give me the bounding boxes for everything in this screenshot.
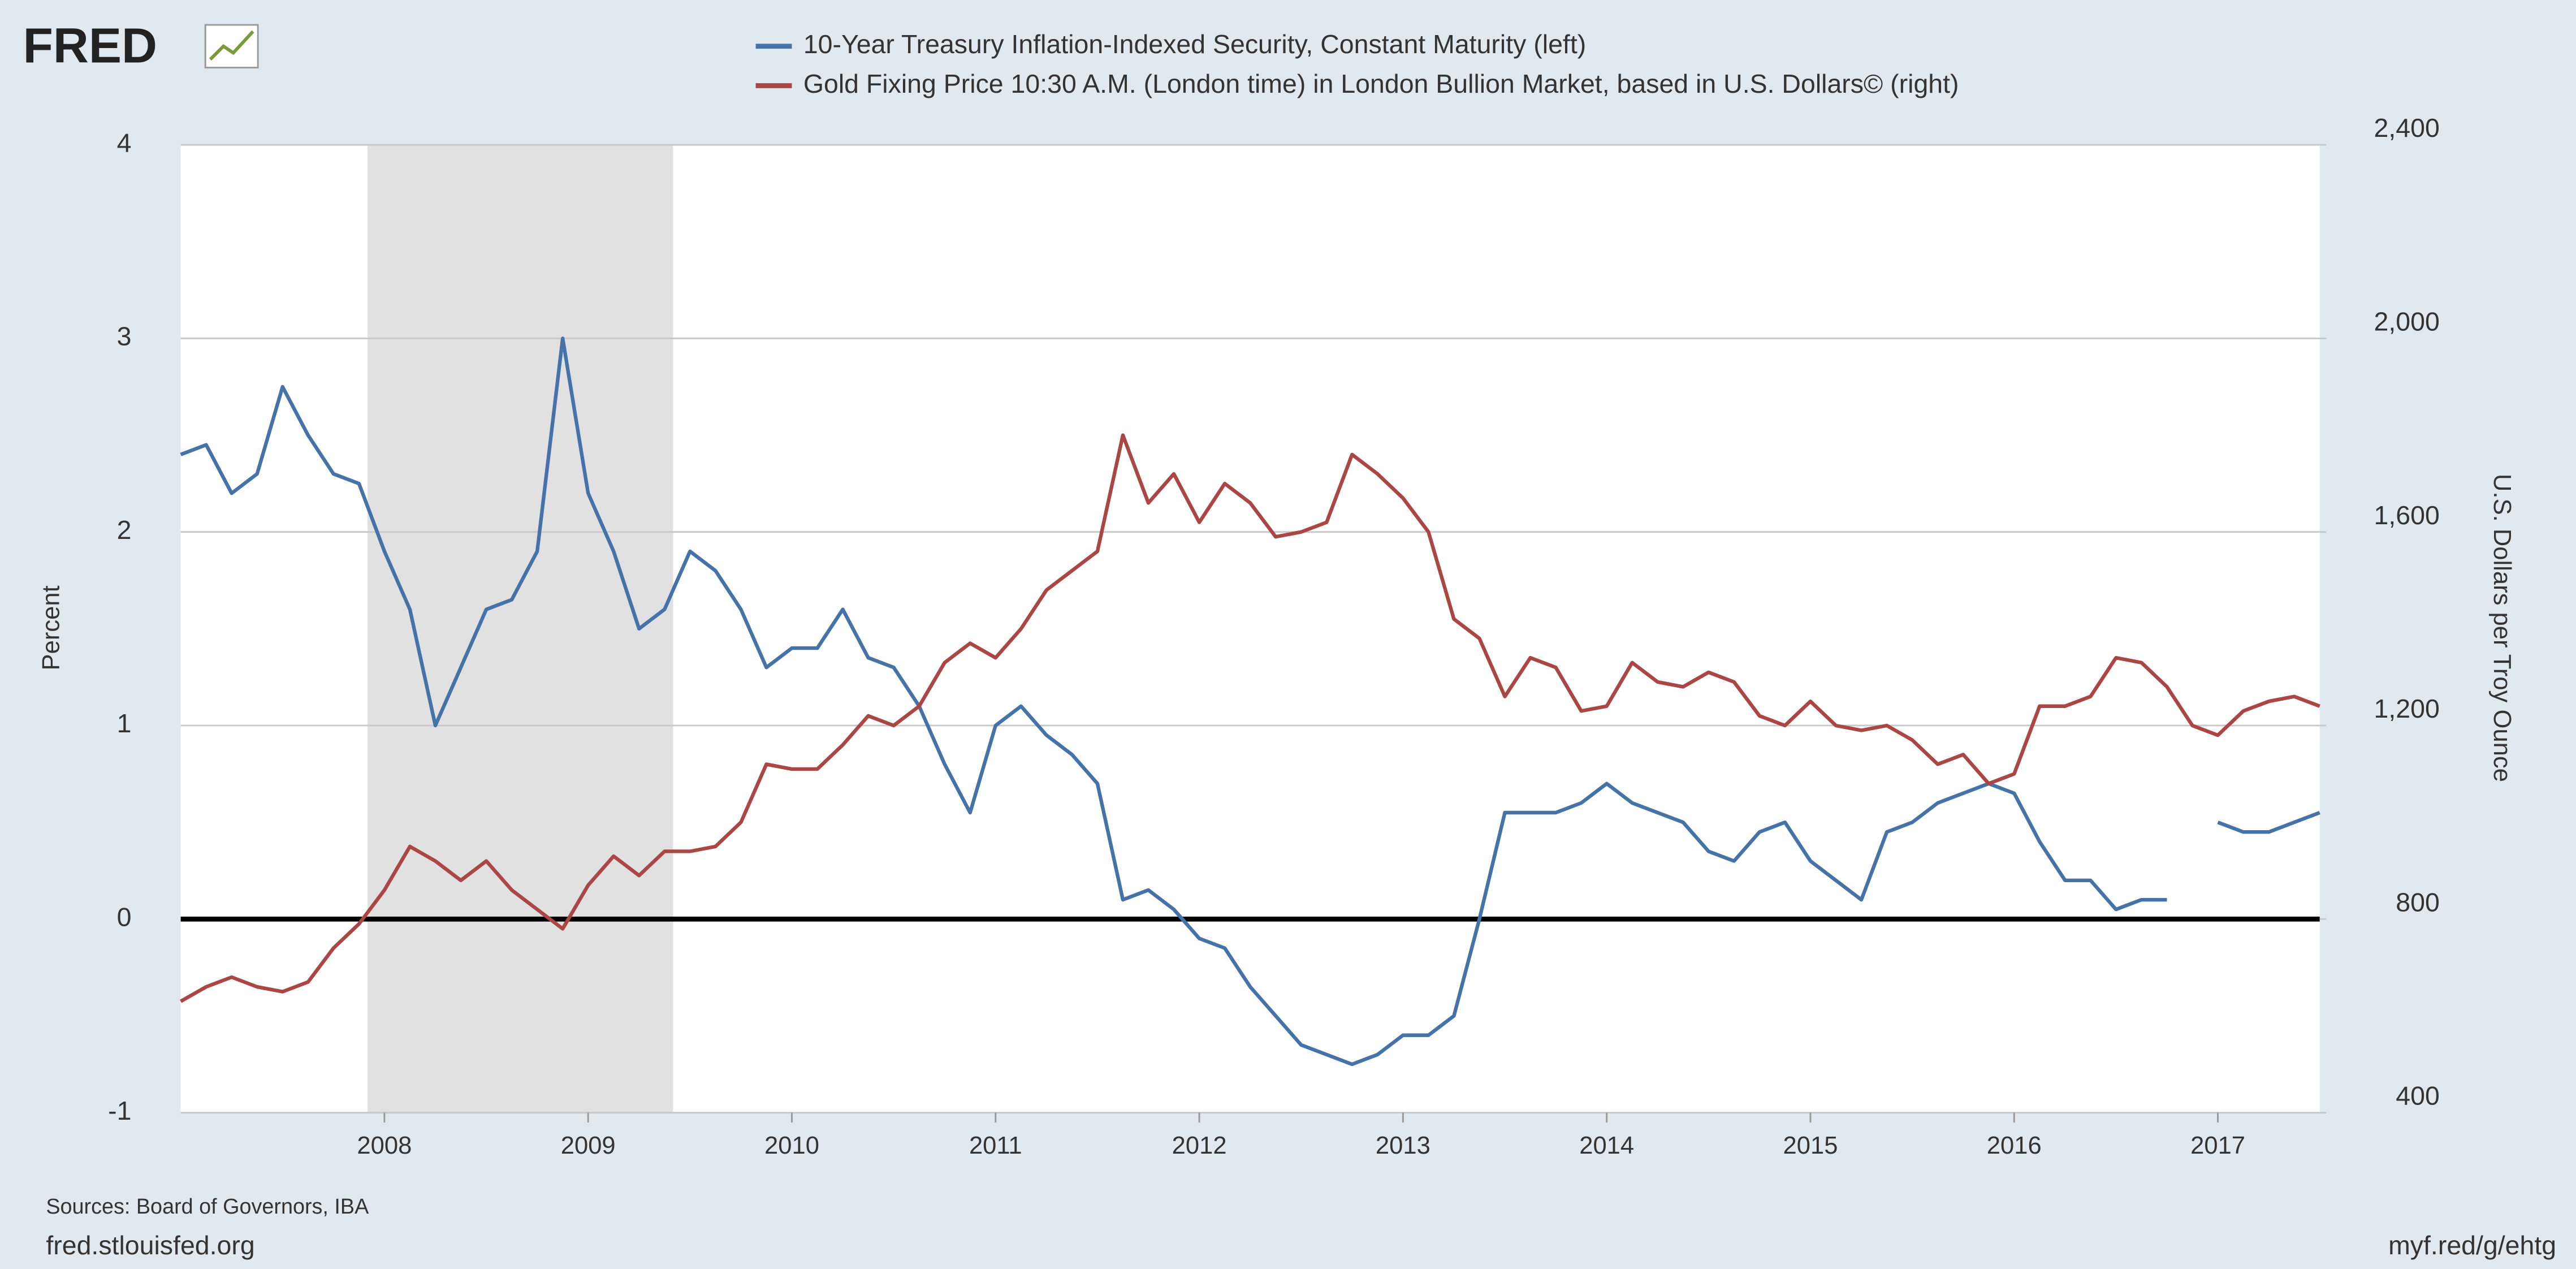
x-tick-label: 2011 — [969, 1132, 1022, 1159]
y2-tick-label: 2,400 — [2374, 113, 2440, 143]
x-tick-label: 2014 — [1579, 1132, 1634, 1159]
x-tick-label: 2012 — [1172, 1132, 1227, 1159]
y2-tick-label: 400 — [2396, 1081, 2440, 1111]
logo: FRED — [23, 19, 157, 74]
y2-tick-label: 800 — [2396, 887, 2440, 917]
legend-label: 10-Year Treasury Inflation-Indexed Secur… — [803, 29, 1586, 59]
y2-tick-label: 2,000 — [2374, 307, 2440, 336]
y-tick-label: 4 — [117, 128, 132, 157]
y2-tick-label: 1,600 — [2374, 500, 2440, 530]
x-tick-label: 2013 — [1376, 1132, 1430, 1159]
x-tick-label: 2009 — [561, 1132, 616, 1159]
x-tick-label: 2017 — [2190, 1132, 2245, 1159]
y-tick-label: 0 — [117, 903, 132, 932]
x-tick-label: 2016 — [1987, 1132, 2042, 1159]
sources: Sources: Board of Governors, IBA — [46, 1195, 369, 1219]
y-tick-label: -1 — [108, 1096, 131, 1125]
series-line — [180, 336, 2320, 1067]
site: fred.stlouisfed.org — [46, 1231, 254, 1260]
link[interactable]: myf.red/g/ehtg — [2388, 1231, 2556, 1260]
legend-label: Gold Fixing Price 10:30 A.M. (London tim… — [803, 69, 1959, 98]
logo-icon — [204, 24, 259, 69]
y-tick-label: 1 — [117, 709, 132, 738]
y-tick-label: 2 — [117, 515, 132, 545]
x-tick-label: 2010 — [764, 1132, 819, 1159]
y-axis-label: Percent — [37, 585, 64, 670]
x-tick-label: 2015 — [1783, 1132, 1838, 1159]
series-line — [180, 433, 2320, 1003]
x-tick-label: 2008 — [357, 1132, 412, 1159]
y-tick-label: 3 — [117, 322, 132, 351]
recession-shading — [368, 145, 673, 1113]
y2-axis-label: U.S. Dollars per Troy Ounce — [2488, 474, 2516, 782]
y2-tick-label: 1,200 — [2374, 694, 2440, 723]
